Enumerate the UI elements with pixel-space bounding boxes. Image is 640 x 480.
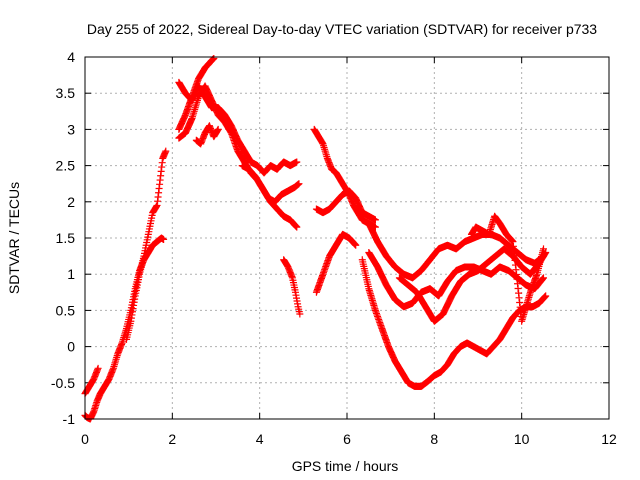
data-point	[371, 216, 379, 224]
series-afternoon-low	[312, 230, 360, 296]
x-tick-label: 8	[430, 431, 438, 447]
y-tick-label: -1	[63, 411, 76, 427]
data-point	[160, 235, 168, 243]
series-afternoon-mid	[312, 187, 379, 224]
x-axis-label: GPS time / hours	[292, 458, 399, 474]
y-tick-label: 2	[67, 194, 75, 210]
x-tick-label: 6	[343, 431, 351, 447]
data-points	[81, 54, 550, 423]
y-tick-label: 0.5	[56, 302, 76, 318]
data-point	[94, 364, 102, 372]
data-point	[296, 310, 304, 318]
x-tick-label: 12	[601, 431, 617, 447]
data-point	[295, 180, 303, 188]
data-point	[542, 292, 550, 300]
series-mid-branch	[238, 162, 303, 206]
series-peak-dip	[192, 122, 222, 148]
data-point	[352, 241, 360, 249]
y-tick-label: 1	[67, 266, 75, 282]
y-tick-label: 0	[67, 339, 75, 355]
data-point	[210, 54, 218, 62]
series-peak-climb	[175, 54, 218, 133]
data-point	[293, 158, 301, 166]
series-evening-descent	[358, 256, 550, 390]
series-early-steep	[122, 147, 170, 343]
tick-labels: 0 2 4 6 8 10 12 -1 -0.5 0 0.5 1 1.5 2 2.5 3 3.5 4	[51, 49, 617, 447]
x-tick-label: 0	[81, 431, 89, 447]
x-tick-label: 2	[168, 431, 176, 447]
y-axis-label: SDTVAR / TECUs	[6, 182, 22, 294]
series-evening-spikes	[467, 212, 547, 325]
y-tick-label: 2.5	[56, 158, 76, 174]
data-point	[214, 125, 222, 133]
plot-frame	[84, 56, 610, 420]
y-tick-label: 4	[67, 49, 75, 65]
chart-title: Day 255 of 2022, Sidereal Day-to-day VTE…	[87, 21, 597, 37]
data-point	[540, 245, 547, 253]
data-point	[162, 147, 170, 155]
y-tick-label: 3.5	[56, 85, 76, 101]
x-tick-label: 4	[256, 431, 264, 447]
series-drop-segment	[280, 256, 304, 318]
series-evening-band-b	[365, 248, 547, 311]
data-point	[540, 274, 547, 282]
y-tick-label: 3	[67, 121, 75, 137]
y-tick-label: -0.5	[51, 375, 75, 391]
x-tick-label: 10	[514, 431, 530, 447]
y-tick-label: 1.5	[56, 230, 76, 246]
data-point	[293, 223, 301, 231]
